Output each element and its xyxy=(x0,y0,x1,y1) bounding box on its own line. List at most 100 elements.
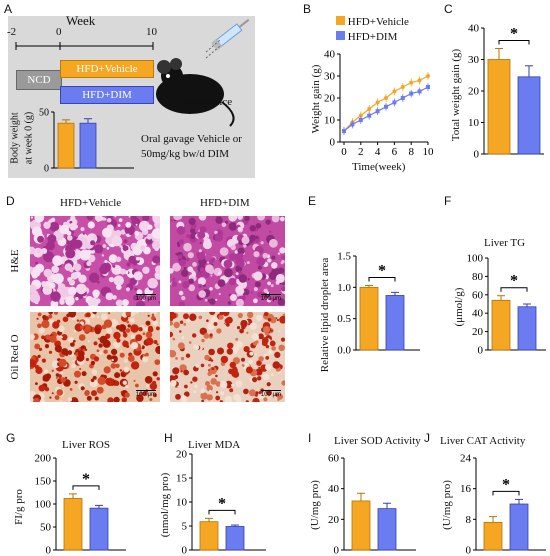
y-tick-label: 0 xyxy=(46,545,52,556)
micrograph-oil-red-o-dim: 100 μm xyxy=(170,312,285,402)
y-tick-label: 40 xyxy=(328,483,340,495)
x-tick-label: 10 xyxy=(423,146,435,158)
ob-ob-mice-label: ob/ob mice xyxy=(183,96,233,108)
legend-vehicle-label: HFD+Vehicle xyxy=(347,16,409,28)
y-tick-label: 100 xyxy=(35,499,52,511)
y-tick-label: 40 xyxy=(472,308,484,320)
panel-letter-h: H xyxy=(164,431,173,445)
y-tick-label: 10 xyxy=(468,117,480,129)
x-tick-label: 8 xyxy=(408,146,414,158)
chart-lipid-droplet-area: 0.0 0.5 1.0 1.5 * xyxy=(337,251,420,357)
panel-j-title: Liver CAT Activity xyxy=(440,435,526,447)
hfd-dim-box: HFD+DIM xyxy=(60,86,154,104)
legend-vehicle: HFD+Vehicle xyxy=(336,16,409,28)
bar-dim xyxy=(509,503,529,551)
data-point-dim xyxy=(367,113,372,118)
significance-bracket xyxy=(368,276,396,282)
panel-j-ylabel: (U/mg pro) xyxy=(441,480,453,530)
significance-star: * xyxy=(510,273,518,290)
y-tick-label: 80 xyxy=(472,271,484,283)
panel-b-xlabel: Time(week) xyxy=(352,161,406,173)
data-point-dim xyxy=(392,100,397,105)
y-tick-label: 0 xyxy=(334,545,340,556)
scale-bar: 100 μm xyxy=(261,389,281,398)
panel-letter-b: B xyxy=(303,2,312,16)
significance-star: * xyxy=(510,25,518,42)
significance-star: * xyxy=(502,476,510,493)
micrograph-texture xyxy=(30,312,160,402)
data-point-dim xyxy=(426,85,430,89)
y-tick-label: 5 xyxy=(182,521,188,533)
panel-g-title: Liver ROS xyxy=(62,439,110,451)
data-point-dim xyxy=(384,104,388,109)
x-tick-label: 0 xyxy=(341,146,347,158)
y-tick-label: 1.5 xyxy=(337,251,351,263)
panel-e-ylabel: Relative lipid droplet area xyxy=(319,257,331,373)
gavage-line-2: 50mg/kg bw/d DIM xyxy=(141,148,229,160)
bar-dim xyxy=(225,526,245,551)
significance-star: * xyxy=(82,471,90,488)
gavage-line-1: Oral gavage Vehicle or xyxy=(141,133,242,145)
syringe-icon xyxy=(211,18,250,51)
hfd-vehicle-box: HFD+Vehicle xyxy=(60,60,154,78)
y-tick-label: 8 xyxy=(466,514,472,526)
y-tick-label: 10 xyxy=(176,497,188,509)
y-tick-label: 20 xyxy=(176,449,188,461)
data-point-dim xyxy=(358,118,363,122)
y-tick-label: 60 xyxy=(328,453,340,465)
y-tick-label: 50 xyxy=(39,108,49,119)
chart-liver-cat: 0 8 16 24 * xyxy=(460,453,546,556)
significance-star: * xyxy=(378,262,386,279)
chart-liver-tg: 0 20 40 60 80 100 * xyxy=(467,253,546,357)
bar-vehicle xyxy=(199,521,219,551)
panel-letter-e: E xyxy=(308,194,317,208)
scale-bar: 100 μm xyxy=(136,389,156,398)
y-tick-label: 200 xyxy=(35,453,52,465)
micrograph-texture xyxy=(30,216,160,306)
row-label-he: H&E xyxy=(9,249,21,273)
scale-bar: 100 μm xyxy=(261,293,281,302)
tick-10: 10 xyxy=(146,26,157,38)
legend-dim-label: HFD+DIM xyxy=(347,31,398,43)
y-tick-label: 10 xyxy=(324,115,336,127)
micrograph-texture xyxy=(170,216,285,306)
legend-swatch-vehicle xyxy=(336,16,345,25)
row-label-oil-red-o: Oil Red O xyxy=(9,334,21,380)
micrograph-oil-red-o-vehicle: 100 μm xyxy=(30,312,160,402)
y-tick-label: 0 xyxy=(466,545,472,556)
data-point-dim xyxy=(350,122,355,127)
y-tick-label: 50 xyxy=(40,522,52,534)
panel-letter-i: I xyxy=(308,431,312,445)
significance-bracket xyxy=(208,509,236,515)
inset-ylabel-1: Body weight xyxy=(9,112,21,164)
significance-bracket xyxy=(492,490,520,496)
chart-liver-sod: 0 20 40 60 xyxy=(328,453,416,556)
week-label: Week xyxy=(66,13,96,28)
bar-vehicle xyxy=(57,122,75,169)
bar-dim xyxy=(89,507,109,551)
data-point-dim xyxy=(400,96,405,100)
panel-letter-a: A xyxy=(4,2,13,16)
panel-letter-d: D xyxy=(6,194,15,208)
tick-0: 0 xyxy=(56,26,62,38)
data-point-vehicle xyxy=(375,100,380,105)
panel-c-ylabel: Total weight gain (g) xyxy=(450,48,462,142)
panel-b-ylabel: Weight gain (g) xyxy=(310,64,322,134)
x-tick-label: 4 xyxy=(375,146,381,158)
y-tick-label: 150 xyxy=(35,476,52,488)
significance-star: * xyxy=(218,495,226,512)
chart-liver-ros: 0 50 100 150 200 * xyxy=(35,453,126,556)
ncd-box: NCD xyxy=(16,70,62,90)
data-point-vehicle xyxy=(417,78,422,83)
y-tick-label: 20 xyxy=(324,93,336,105)
timeline xyxy=(15,18,250,127)
y-tick-label: 0 xyxy=(330,137,336,149)
y-tick-label: 100 xyxy=(467,253,484,265)
bar-dim xyxy=(377,508,397,551)
y-tick-label: 20 xyxy=(472,326,484,338)
mouse-icon xyxy=(156,58,235,127)
y-tick-label: 20 xyxy=(468,86,480,98)
y-tick-label: 0.5 xyxy=(337,313,351,325)
y-tick-label: 15 xyxy=(176,473,188,485)
panel-i-title: Liver SOD Activity xyxy=(334,435,421,447)
